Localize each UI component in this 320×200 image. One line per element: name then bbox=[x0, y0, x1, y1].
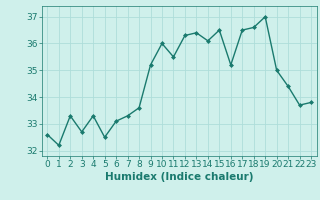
X-axis label: Humidex (Indice chaleur): Humidex (Indice chaleur) bbox=[105, 172, 253, 182]
